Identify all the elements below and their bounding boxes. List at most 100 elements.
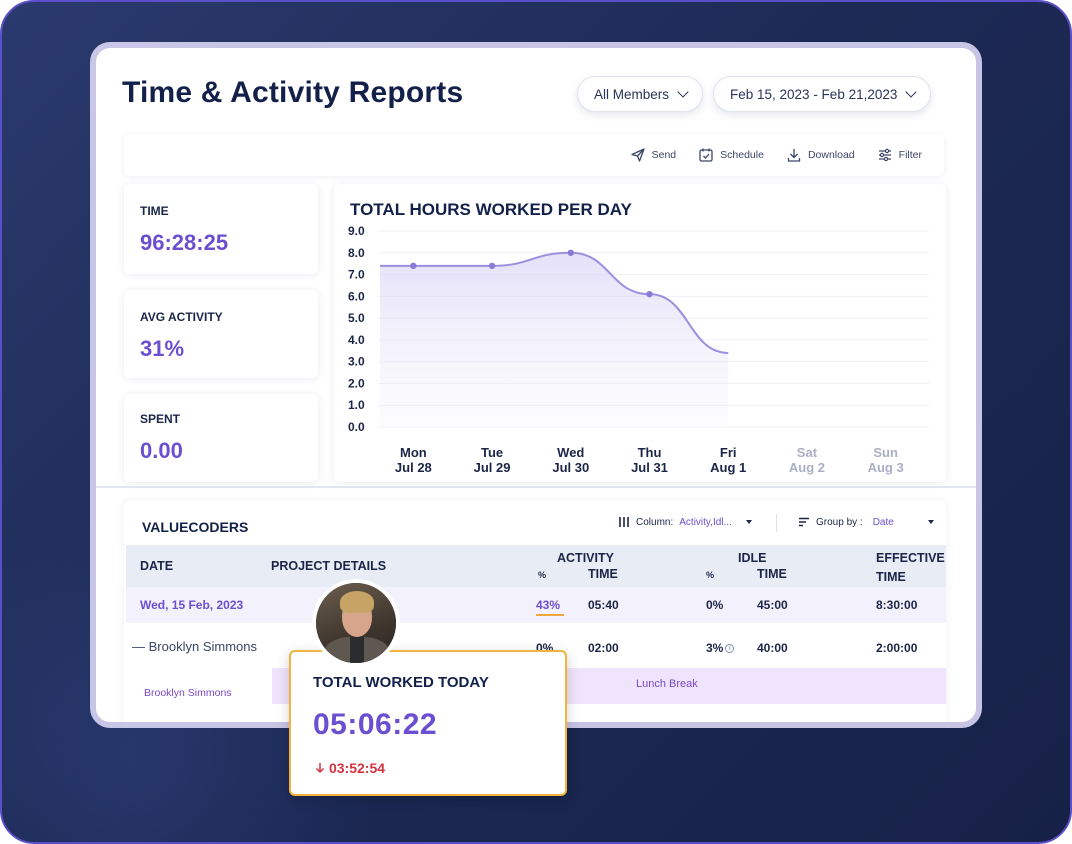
x-tick-label: Aug 3 [868,460,904,475]
series-area [380,252,729,427]
table-title: VALUECODERS [142,519,249,535]
y-tick-label: 7.0 [348,268,365,282]
avatar-hair [340,591,374,613]
y-tick-label: 6.0 [348,289,365,303]
spent-stat-label: SPENT [140,412,181,426]
toolbar-separator [776,514,777,532]
y-tick-label: 4.0 [348,333,365,347]
y-tick-label: 9.0 [348,224,365,238]
calendar-icon [699,148,713,162]
x-tick-label: Jul 30 [552,460,589,475]
report-toolbar: Send Schedule Download Filter [124,134,944,176]
person-idle-time: 40:00 [757,641,788,655]
spent-stat-value: 0.00 [140,438,183,463]
person-activity-time: 02:00 [588,641,619,655]
time-stat-value: 96:28:25 [140,230,229,255]
y-tick-label: 0.0 [348,420,365,434]
group-by-value: Date [872,516,894,528]
column-value: Activity,Idl... [679,516,732,528]
header-activity-time: TIME [588,567,618,581]
group-by-selector[interactable]: Group by : Date [798,516,934,528]
y-tick-label: 5.0 [348,311,365,325]
x-tick-label: Aug 2 [789,460,825,475]
data-point [646,290,653,298]
members-dropdown[interactable]: All Members [577,76,703,112]
download-button[interactable]: Download [786,147,855,163]
x-tick-label: Tue [481,445,503,460]
x-tick-label: Wed [557,445,584,460]
header-effective: EFFECTIVE [876,551,945,565]
date-range-dropdown[interactable]: Feb 15, 2023 - Feb 21,2023 [713,76,931,112]
x-tick-label: Mon [400,445,427,460]
column-selector[interactable]: Column: Activity,Idl... [618,516,752,528]
column-label: Column: [636,516,674,528]
x-tick-label: Aug 1 [710,460,746,475]
row-idle-time: 45:00 [757,598,788,612]
x-tick-label: Fri [720,445,737,460]
chevron-down-icon [905,86,918,98]
data-point [567,249,574,256]
header-project: PROJECT DETAILS [271,559,387,573]
worked-today-card: TOTAL WORKED TODAY 05:06:22 03:52:54 [289,650,567,796]
avatar [312,579,400,667]
chart-title: TOTAL HOURS WORKED PER DAY [350,200,632,219]
header-idle-time: TIME [757,567,787,581]
person-effective-time: 2:00:00 [876,641,918,655]
table-row[interactable]: Wed, 15 Feb, 2023 43% 05:40 0% 45:00 8:3… [126,587,946,623]
header-idle-pct: % [706,570,715,580]
header-activity-pct: % [538,570,547,580]
y-tick-label: 2.0 [348,376,365,390]
x-tick-label: Jul 28 [395,460,432,475]
time-stat-card: TIME 96:28:25 [124,184,318,274]
download-icon [787,149,801,162]
worked-today-title: TOTAL WORKED TODAY [313,674,489,691]
time-stat-label: TIME [140,204,169,218]
x-tick-label: Sat [797,445,818,460]
x-tick-label: Jul 31 [631,460,668,475]
send-button[interactable]: Send [630,147,677,163]
hours-chart: TOTAL HOURS WORKED PER DAY 0.0 1.0 2.0 3.0 4… [334,184,946,482]
arrow-down-icon [315,763,325,774]
schedule-button[interactable]: Schedule [698,147,764,163]
header-date: DATE [140,559,174,573]
caret-down-icon [927,520,934,524]
caret-down-icon [745,520,752,524]
filter-button[interactable]: Filter [877,147,922,163]
info-icon[interactable]: i [725,644,735,654]
send-icon [630,148,645,162]
y-tick-label: 1.0 [348,398,365,412]
person-idle-pct: 3% i [706,641,735,655]
worked-today-delta: 03:52:54 [315,760,385,776]
row-activity-time: 05:40 [588,598,619,612]
activity-underline [536,614,564,616]
header-idle: IDLE [738,551,767,565]
schedule-label: Schedule [720,149,764,161]
row-effective-time: 8:30:00 [876,598,918,612]
x-tick-label: Jul 29 [474,460,511,475]
lunch-break-label: Lunch Break [636,678,698,690]
download-label: Download [807,149,855,161]
worked-today-value: 05:06:22 [313,708,438,741]
spent-stat-card: SPENT 0.00 [124,394,318,482]
section-divider [96,486,976,488]
row-date: Wed, 15 Feb, 2023 [140,598,244,612]
members-dropdown-label: All Members [594,86,670,102]
row-idle-pct: 0% [706,598,724,612]
break-row-name[interactable]: Brooklyn Simmons [144,687,232,699]
chevron-down-icon [677,86,689,98]
sliders-icon [878,148,891,162]
date-range-label: Feb 15, 2023 - Feb 21,2023 [730,86,898,102]
header-activity: ACTIVITY [557,551,614,565]
send-label: Send [651,149,677,161]
group-by-label: Group by : [816,516,863,528]
header-effective-time: TIME [876,570,906,584]
columns-icon [619,517,629,527]
activity-stat-card: AVG ACTIVITY 31% [124,290,318,378]
sort-lines-icon [799,517,809,527]
avatar-shirt [350,637,364,663]
activity-stat-label: AVG ACTIVITY [140,310,223,324]
table-header: DATE PROJECT DETAILS ACTIVITY % TIME IDL… [126,545,946,587]
activity-stat-value: 31% [140,336,185,361]
filter-label: Filter [898,149,922,161]
